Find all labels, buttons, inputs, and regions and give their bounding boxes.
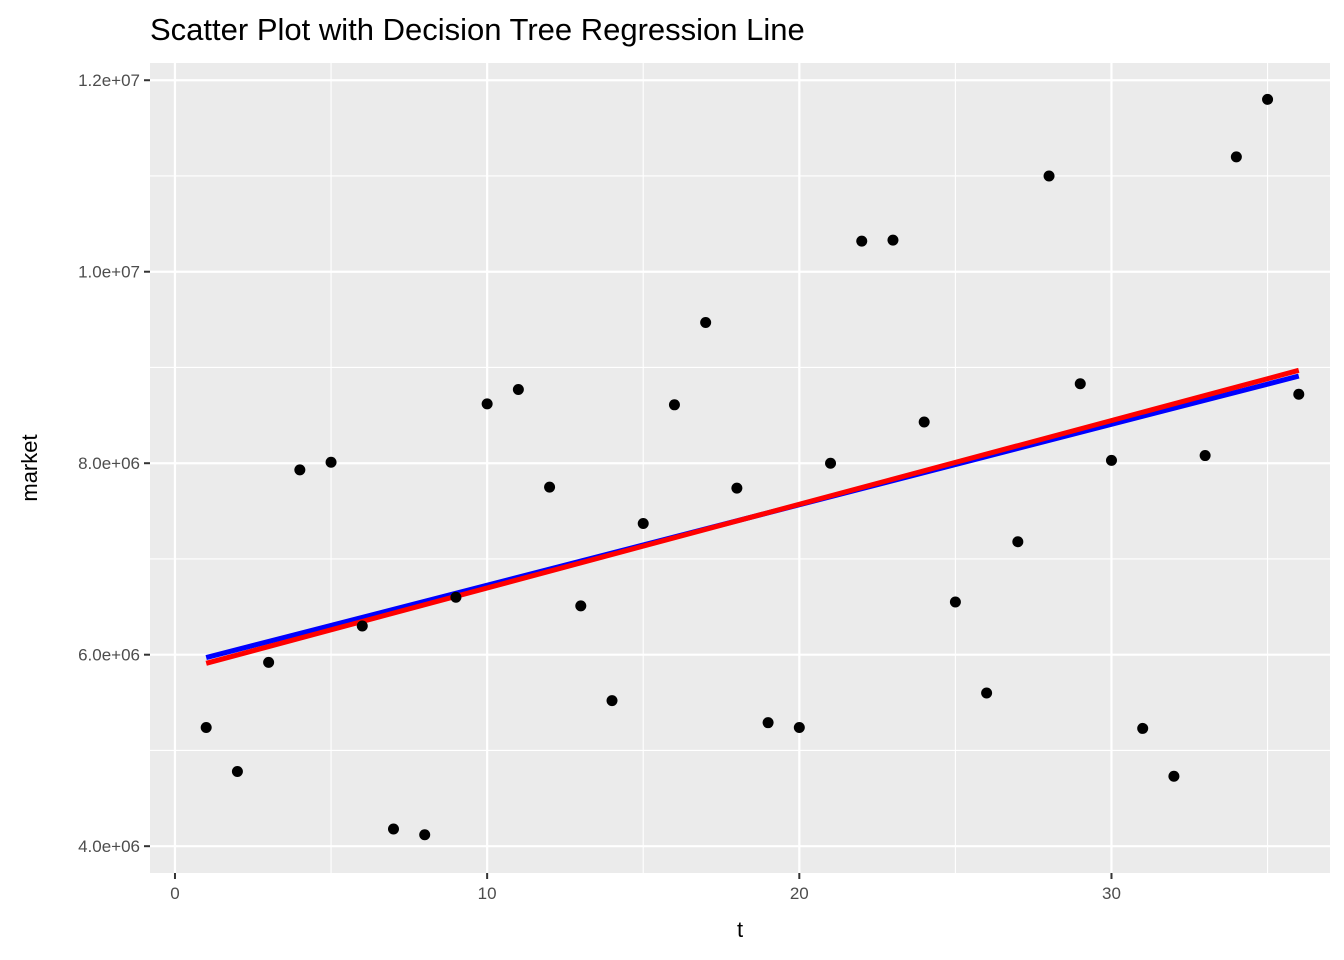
- data-point: [294, 464, 306, 476]
- y-tick-label: 1.0e+07: [78, 263, 140, 282]
- data-point: [637, 518, 649, 530]
- data-point: [668, 399, 680, 411]
- data-point: [981, 687, 993, 699]
- data-point: [450, 591, 462, 603]
- x-tick-label: 0: [170, 884, 179, 903]
- data-point: [356, 620, 368, 632]
- data-point: [1168, 770, 1180, 782]
- grid-major: [150, 63, 1330, 873]
- data-point: [200, 721, 212, 733]
- y-tick-label: 4.0e+06: [78, 837, 140, 856]
- y-tick-label: 8.0e+06: [78, 454, 140, 473]
- data-point: [793, 721, 805, 733]
- data-point: [825, 457, 837, 469]
- x-tick-label: 20: [790, 884, 809, 903]
- data-point: [1230, 151, 1242, 163]
- data-point: [606, 695, 618, 707]
- y-axis: 4.0e+06 6.0e+06 8.0e+06 1.0e+07 1.2e+07: [78, 71, 150, 856]
- data-point: [481, 398, 493, 410]
- regression-line: [205, 367, 1300, 666]
- data-point: [512, 383, 524, 395]
- data-point: [856, 235, 868, 247]
- data-point: [325, 456, 337, 468]
- data-point: [263, 656, 275, 668]
- data-point: [731, 482, 743, 494]
- data-point: [1137, 722, 1149, 734]
- data-point: [949, 596, 961, 608]
- plot-panel: [150, 63, 1330, 873]
- data-point: [575, 600, 587, 612]
- y-tick-label: 6.0e+06: [78, 646, 140, 665]
- data-point: [1293, 388, 1305, 400]
- data-point: [762, 717, 774, 729]
- data-point: [544, 481, 556, 493]
- data-point: [700, 316, 712, 328]
- data-points: [200, 93, 1305, 841]
- data-point: [419, 829, 431, 841]
- data-point: [1043, 170, 1055, 182]
- data-point: [387, 823, 399, 835]
- data-point: [887, 234, 899, 246]
- data-point: [918, 416, 930, 428]
- data-point: [1262, 93, 1274, 105]
- x-axis: 0 10 20 30: [170, 873, 1121, 903]
- y-axis-title: market: [17, 434, 42, 501]
- x-tick-label: 30: [1102, 884, 1121, 903]
- grid-minor: [150, 63, 1330, 873]
- chart-title: Scatter Plot with Decision Tree Regressi…: [150, 12, 805, 47]
- regression-lines: [205, 367, 1300, 666]
- data-point: [231, 766, 243, 778]
- y-tick-label: 1.2e+07: [78, 71, 140, 90]
- data-point: [1199, 450, 1211, 462]
- x-tick-label: 10: [478, 884, 497, 903]
- data-point: [1012, 536, 1024, 548]
- x-axis-title: t: [737, 917, 743, 942]
- data-point: [1074, 378, 1086, 390]
- data-point: [1105, 454, 1117, 466]
